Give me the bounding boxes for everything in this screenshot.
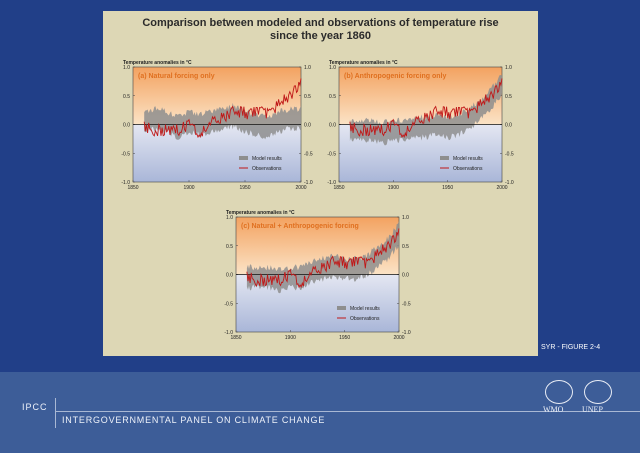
figure-panel: Comparison between modeled and observati… [103, 11, 538, 356]
figure-number: SYR - FIGURE 2-4 [541, 344, 601, 351]
legend-label-model: Model results [252, 156, 282, 162]
legend-label-observations: Observations [453, 166, 483, 172]
legend-swatch-model [239, 156, 248, 160]
x-tick-label: 1950 [339, 335, 350, 341]
y-tick-label-right: 0.0 [505, 123, 512, 129]
observations-line [143, 78, 302, 139]
panel-label: (c) Natural + Anthropogenic forcing [241, 223, 359, 230]
y-tick-label-right: -1.0 [304, 180, 313, 186]
footer-divider [55, 411, 640, 412]
y-tick-label-right: -0.5 [505, 151, 514, 157]
x-tick-label: 2000 [295, 185, 306, 191]
y-tick-label-left: -0.5 [224, 301, 233, 307]
y-tick-label-right: 0.0 [304, 123, 311, 129]
y-tick-label-right: 1.0 [304, 65, 311, 71]
y-tick-label-right: 0.5 [505, 94, 512, 100]
y-tick-label-right: 1.0 [505, 65, 512, 71]
y-tick-label-right: -1.0 [505, 180, 514, 186]
model-results-band [349, 74, 502, 146]
y-tick-label-right: 0.5 [402, 244, 409, 250]
figure-title-line2: since the year 1860 [270, 30, 371, 42]
x-tick-label: 1850 [333, 185, 344, 191]
figure-title: Comparison between modeled and observati… [103, 17, 538, 43]
model-results-band [144, 102, 301, 140]
y-tick-label-left: 1.0 [329, 65, 336, 71]
footer-band [0, 372, 640, 453]
globe-wreath-icon [545, 380, 573, 404]
y-tick-label-left: 0.0 [123, 123, 130, 129]
unep-logo-text: UNEP [582, 405, 603, 414]
x-tick-label: 1950 [239, 185, 250, 191]
panel-label: (b) Anthropogenic forcing only [344, 73, 447, 80]
legend-swatch-model [440, 156, 449, 160]
y-axis-label: Temperature anomalies in °C [226, 210, 295, 216]
y-tick-label-left: 1.0 [123, 65, 130, 71]
y-axis-label: Temperature anomalies in °C [329, 60, 398, 66]
y-tick-label-left: -0.5 [327, 151, 336, 157]
x-tick-label: 1900 [183, 185, 194, 191]
observations-line [349, 78, 503, 139]
wmo-logo-text: WMO [543, 405, 564, 414]
observations-line [246, 228, 400, 289]
x-tick-label: 2000 [496, 185, 507, 191]
organization-name: INTERGOVERNMENTAL PANEL ON CLIMATE CHANG… [62, 415, 326, 425]
panel-label: (a) Natural forcing only [138, 73, 215, 80]
y-tick-label-right: -1.0 [402, 330, 411, 336]
y-tick-label-left: 0.5 [329, 94, 336, 100]
y-tick-label-left: 0.5 [226, 244, 233, 250]
y-tick-label-right: -0.5 [304, 151, 313, 157]
y-tick-label-left: -1.0 [121, 180, 130, 186]
footer-vertical-divider [55, 398, 56, 428]
legend-swatch-model [337, 306, 346, 310]
x-tick-label: 1850 [127, 185, 138, 191]
x-tick-label: 1950 [442, 185, 453, 191]
legend-label-observations: Observations [252, 166, 282, 172]
unep-emblem-icon [584, 380, 612, 404]
legend-label-model: Model results [350, 306, 380, 312]
y-tick-label-left: -0.5 [121, 151, 130, 157]
y-tick-label-right: 0.0 [402, 273, 409, 279]
y-tick-label-right: -0.5 [402, 301, 411, 307]
x-tick-label: 1900 [285, 335, 296, 341]
x-tick-label: 1900 [388, 185, 399, 191]
ipcc-label: IPCC [22, 402, 48, 412]
y-tick-label-left: 0.0 [329, 123, 336, 129]
y-tick-label-right: 1.0 [402, 215, 409, 221]
x-tick-label: 1850 [230, 335, 241, 341]
figure-title-line1: Comparison between modeled and observati… [142, 17, 499, 29]
y-axis-label: Temperature anomalies in °C [123, 60, 192, 66]
legend-label-observations: Observations [350, 316, 380, 322]
y-tick-label-left: 0.5 [123, 94, 130, 100]
y-tick-label-left: 1.0 [226, 215, 233, 221]
y-tick-label-left: -1.0 [327, 180, 336, 186]
y-tick-label-left: 0.0 [226, 273, 233, 279]
x-tick-label: 2000 [393, 335, 404, 341]
y-tick-label-left: -1.0 [224, 330, 233, 336]
y-tick-label-right: 0.5 [304, 94, 311, 100]
legend-label-model: Model results [453, 156, 483, 162]
